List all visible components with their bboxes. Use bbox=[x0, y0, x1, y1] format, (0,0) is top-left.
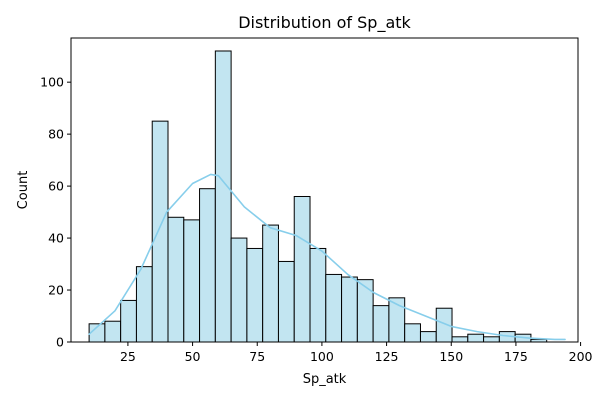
histogram-bar bbox=[120, 299, 137, 343]
histogram-bar bbox=[262, 224, 279, 343]
histogram-bar bbox=[293, 195, 311, 343]
x-tick-label: 75 bbox=[249, 349, 265, 364]
histogram-bar bbox=[277, 260, 295, 343]
y-tick-label: 20 bbox=[48, 283, 64, 298]
x-tick-label: 125 bbox=[375, 349, 399, 364]
y-tick-label: 40 bbox=[48, 231, 64, 246]
x-tick-label: 175 bbox=[504, 349, 528, 364]
histogram-bar bbox=[246, 247, 264, 343]
x-tick-label: 50 bbox=[185, 349, 201, 364]
x-tick-label: 150 bbox=[439, 349, 463, 364]
y-tick-label: 80 bbox=[48, 127, 64, 142]
histogram-bar bbox=[135, 266, 153, 343]
histogram-bar bbox=[372, 305, 390, 343]
histogram-bar bbox=[483, 336, 500, 343]
y-axis-label: Count bbox=[16, 171, 31, 210]
histogram-bar bbox=[151, 120, 169, 343]
histogram-bar bbox=[183, 219, 201, 343]
histogram-bar bbox=[309, 247, 327, 343]
x-tick-label: 200 bbox=[569, 349, 593, 364]
histogram-bar bbox=[104, 320, 122, 343]
histogram-bar bbox=[404, 323, 421, 343]
histogram-bar bbox=[451, 336, 469, 343]
x-axis-label: Sp_atk bbox=[303, 372, 347, 387]
histogram-bar bbox=[341, 276, 358, 343]
chart-title: Distribution of Sp_atk bbox=[238, 13, 411, 33]
y-tick-label: 60 bbox=[48, 179, 64, 194]
kde-line bbox=[88, 173, 566, 341]
histogram-bar bbox=[356, 279, 374, 343]
histogram-bar bbox=[467, 333, 485, 343]
histogram-bar bbox=[167, 216, 185, 343]
x-tick-label: 100 bbox=[310, 349, 334, 364]
y-tick-label: 100 bbox=[40, 75, 64, 90]
histogram-bar bbox=[325, 273, 343, 343]
histogram-bar bbox=[419, 331, 437, 343]
x-tick-label: 25 bbox=[120, 349, 136, 364]
plot-frame bbox=[70, 37, 579, 343]
histogram-bar bbox=[199, 188, 216, 343]
y-tick-label: 0 bbox=[56, 335, 64, 350]
histogram-bar bbox=[214, 50, 232, 343]
histogram-bar bbox=[230, 237, 248, 343]
plot-area: 25 50 75 100 125 150 175 200 0 20 40 60 80 100 bbox=[40, 37, 593, 364]
